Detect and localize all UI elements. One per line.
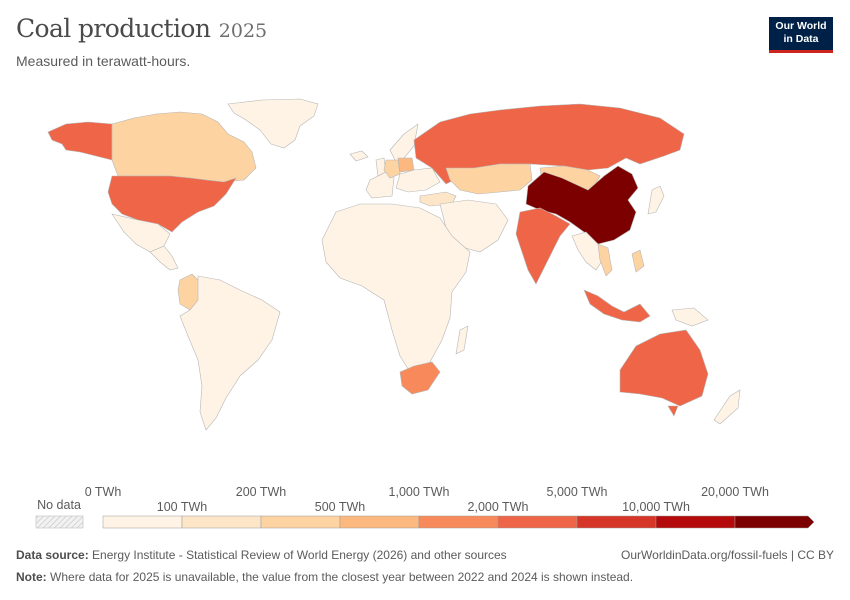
legend-bin[interactable] [497, 515, 578, 529]
note-text: Where data for 2025 is unavailable, the … [50, 570, 634, 584]
legend-upper-label: 0 TWh [85, 485, 122, 499]
logo-line-1: Our World [775, 20, 827, 32]
world-map [47, 98, 741, 431]
country-madagascar[interactable] [455, 325, 469, 355]
source-text: Energy Institute - Statistical Review of… [92, 548, 507, 562]
legend-bin[interactable] [418, 515, 499, 529]
country-alaska[interactable] [47, 121, 113, 161]
chart-title: Coal production 2025 [16, 14, 267, 43]
country-africa[interactable] [321, 203, 471, 373]
country-canada[interactable] [111, 111, 257, 183]
footer-note: Note: Where data for 2025 is unavailable… [16, 570, 834, 584]
legend-lower-label: 10,000 TWh [622, 500, 690, 514]
note-label: Note: [16, 570, 47, 584]
legend-lower-label: 2,000 TWh [468, 500, 529, 514]
legend-upper-label: 1,000 TWh [389, 485, 450, 499]
country-scandinavia[interactable] [389, 123, 419, 163]
legend-labels: 0 TWh 200 TWh 1,000 TWh 5,000 TWh 20,000 TWh… [85, 485, 769, 514]
legend-lower-label: 100 TWh [157, 500, 208, 514]
source-url-link[interactable]: OurWorldinData.org/fossil-fuels | CC BY [621, 548, 834, 562]
legend-upper-label: 20,000 TWh [701, 485, 769, 499]
country-australia[interactable] [619, 329, 709, 407]
country-new-zealand[interactable] [713, 389, 741, 425]
country-greenland[interactable] [227, 98, 319, 149]
country-iceland[interactable] [349, 150, 369, 162]
footer-source: Data source: Energy Institute - Statisti… [16, 548, 834, 562]
country-india[interactable] [515, 207, 571, 285]
country-tasmania[interactable] [667, 405, 679, 417]
chart-subtitle: Measured in terawatt-hours. [16, 53, 191, 69]
legend-upper-label: 5,000 TWh [547, 485, 608, 499]
country-china[interactable] [525, 165, 639, 245]
country-png[interactable] [671, 307, 709, 327]
legend-bin[interactable] [655, 515, 736, 529]
title-year: 2025 [218, 20, 268, 42]
legend-bin[interactable] [260, 515, 341, 529]
legend-no-data-swatch [35, 515, 84, 529]
country-vietnam[interactable] [597, 243, 613, 277]
legend-bin[interactable] [339, 515, 420, 529]
country-south-america[interactable] [179, 275, 281, 431]
legend-bins [102, 515, 815, 529]
legend-no-data-label: No data [37, 498, 81, 512]
country-eastern-europe[interactable] [395, 167, 441, 193]
country-philippines[interactable] [631, 249, 645, 273]
country-usa[interactable] [107, 175, 237, 233]
legend-bin[interactable] [181, 515, 262, 529]
country-south-africa[interactable] [399, 361, 441, 395]
country-indonesia[interactable] [583, 289, 651, 323]
country-southeast-asia[interactable] [571, 231, 605, 271]
source-label: Data source: [16, 548, 89, 562]
legend-bin[interactable] [734, 515, 815, 529]
country-poland[interactable] [397, 157, 415, 173]
country-kazakhstan[interactable] [445, 163, 533, 195]
country-germany[interactable] [383, 159, 401, 179]
owid-logo[interactable]: Our World in Data [769, 17, 833, 53]
legend-bin[interactable] [576, 515, 657, 529]
legend-lower-label: 500 TWh [315, 500, 366, 514]
country-central-america[interactable] [149, 245, 179, 271]
logo-line-2: in Data [783, 33, 819, 45]
legend-bin[interactable] [102, 515, 183, 529]
legend-upper-label: 200 TWh [236, 485, 287, 499]
legend: No data 0 TWh 200 TWh 1,000 TWh 5,000 TWh 20… [35, 485, 815, 529]
title-text: Coal production [16, 14, 211, 43]
country-japan[interactable] [647, 185, 665, 215]
